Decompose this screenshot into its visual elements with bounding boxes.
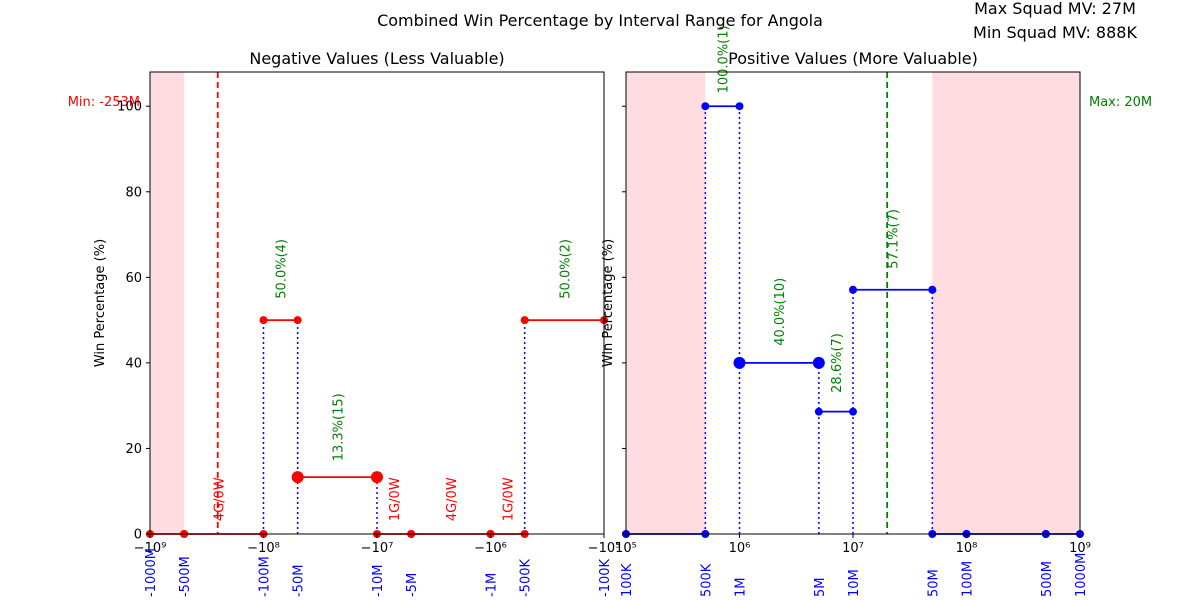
value-annotation: 28.6%(7) [830, 333, 845, 393]
bin-label: -5M [405, 573, 420, 597]
shaded-region [626, 72, 706, 534]
x-tick-label: 10⁹ [1069, 541, 1091, 556]
value-annotation: 4G/0W [445, 477, 460, 521]
y-axis-label: Win Percentage (%) [601, 239, 616, 367]
data-point [849, 407, 857, 416]
value-annotation: 100.0%(1) [716, 25, 731, 93]
chart-suptitle: Combined Win Percentage by Interval Rang… [377, 11, 823, 30]
bin-label: 1M [734, 578, 749, 598]
min-squad-mv-label: Min Squad MV: 888K [973, 23, 1137, 42]
data-point [735, 102, 744, 111]
shaded-region [150, 72, 185, 534]
x-tick-label: −10⁹ [134, 541, 167, 556]
value-annotation: 4G/0W [212, 477, 227, 521]
value-annotation: 13.3%(15) [331, 393, 346, 461]
bin-label: 100M [961, 561, 976, 597]
y-tick-label: 0 [134, 528, 142, 543]
highlight-point [371, 471, 383, 484]
value-annotation: 50.0%(4) [275, 239, 290, 299]
bin-label: -500M [178, 556, 193, 597]
positive-values-panel: Max: 20M 100.0%(1) 40.0%(10) 28.6%(7) 57.1%(… [601, 25, 1152, 597]
bin-label: -10M [371, 565, 386, 597]
value-annotation: 1G/0W [502, 477, 517, 521]
x-tick-label: 10⁵ [615, 541, 637, 556]
x-tick-label: 10⁸ [956, 541, 978, 556]
highlight-point [812, 356, 825, 369]
bin-label: 5M [813, 578, 828, 598]
data-point [928, 285, 937, 294]
bin-label: 500M [1040, 561, 1055, 597]
x-tick-label: −10⁸ [247, 541, 280, 556]
bin-label: -1M [485, 573, 500, 597]
x-tick-label: −10⁷ [361, 541, 394, 556]
value-annotation: 1G/0W [388, 477, 403, 521]
highlight-point [291, 471, 304, 484]
bin-label: 1000M [1074, 553, 1089, 597]
max-squad-mv-label: Max Squad MV: 27M [974, 0, 1136, 18]
reference-line-label: Min: -253M [68, 95, 140, 110]
bin-label: -50M [292, 565, 307, 597]
y-axis-label: Win Percentage (%) [93, 239, 108, 367]
y-tick-label: 40 [125, 356, 142, 371]
data-point [814, 407, 823, 416]
y-tick-label: 80 [125, 185, 142, 200]
data-point [520, 316, 529, 325]
data-point [701, 102, 710, 111]
panel-title: Negative Values (Less Valuable) [249, 49, 504, 68]
data-point [849, 285, 857, 294]
value-annotation: 57.1%(7) [887, 209, 902, 269]
bin-label: -100M [258, 556, 273, 597]
x-tick-label: −10⁵ [588, 541, 621, 556]
bin-label: 10M [847, 569, 862, 597]
bin-label: 50M [926, 569, 941, 597]
x-tick-label: 10⁶ [729, 541, 751, 556]
y-tick-label: 20 [125, 442, 142, 457]
value-annotation: 40.0%(10) [773, 278, 788, 346]
highlight-point [733, 356, 746, 369]
shaded-region [932, 72, 1080, 534]
x-tick-label: 10⁷ [842, 541, 864, 556]
bin-label: 500K [699, 563, 714, 597]
negative-values-panel: Min: -253M 4G/0W 50.0%(4) 13.3%(15) 1G/0W 4G/… [68, 49, 621, 597]
bin-label: -500K [519, 558, 534, 597]
reference-line-label: Max: 20M [1089, 95, 1152, 110]
data-point [259, 316, 268, 325]
y-tick-label: 60 [125, 271, 142, 286]
bin-label: -1000M [144, 548, 159, 597]
bin-label: -100K [598, 558, 613, 597]
data-point [293, 316, 302, 325]
value-annotation: 50.0%(2) [558, 239, 573, 299]
panel-title: Positive Values (More Valuable) [728, 49, 978, 68]
bin-label: 100K [620, 563, 635, 597]
y-tick-label: 100 [117, 100, 142, 115]
x-tick-label: −10⁶ [474, 541, 507, 556]
